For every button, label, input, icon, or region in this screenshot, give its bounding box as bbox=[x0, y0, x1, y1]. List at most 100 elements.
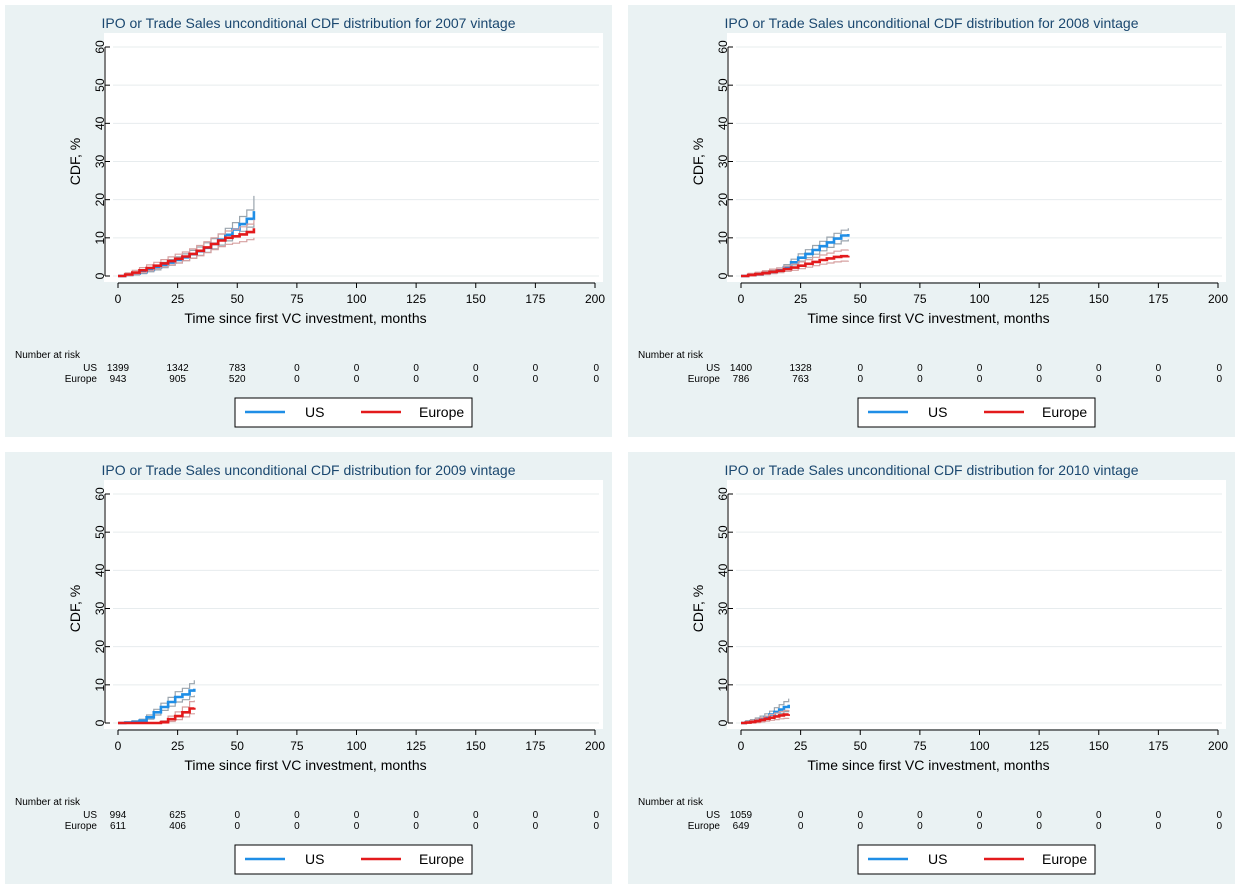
x-tick-label: 125 bbox=[1029, 292, 1049, 306]
risk-value: 0 bbox=[354, 810, 360, 821]
risk-row-label: Europe bbox=[688, 821, 721, 832]
risk-row-label: US bbox=[706, 810, 720, 821]
risk-row-label: Europe bbox=[65, 374, 98, 385]
x-axis-label: Time since first VC investment, months bbox=[184, 757, 426, 773]
risk-value: 0 bbox=[533, 374, 539, 385]
risk-value: 0 bbox=[1096, 810, 1102, 821]
risk-value: 0 bbox=[1156, 810, 1162, 821]
y-tick-label: 40 bbox=[93, 563, 107, 577]
x-tick-label: 75 bbox=[913, 292, 927, 306]
chart-svg: IPO or Trade Sales unconditional CDF dis… bbox=[15, 462, 605, 875]
legend: US Europe bbox=[857, 844, 1096, 875]
risk-value: 0 bbox=[1216, 810, 1222, 821]
risk-value: 0 bbox=[1036, 374, 1042, 385]
risk-value: 0 bbox=[413, 363, 419, 374]
risk-value: 0 bbox=[593, 363, 599, 374]
y-tick-label: 60 bbox=[716, 40, 730, 54]
risk-value: 0 bbox=[354, 374, 360, 385]
x-axis-label: Time since first VC investment, months bbox=[807, 757, 1049, 773]
ci-lower-europe bbox=[118, 237, 255, 277]
y-tick-label: 30 bbox=[93, 155, 107, 169]
risk-value: 0 bbox=[593, 821, 599, 832]
x-tick-label: 150 bbox=[466, 292, 486, 306]
y-tick-label: 0 bbox=[93, 272, 107, 279]
legend: US Europe bbox=[234, 397, 473, 428]
chart-title: IPO or Trade Sales unconditional CDF dis… bbox=[724, 15, 1138, 31]
x-tick-label: 50 bbox=[854, 739, 868, 753]
risk-value: 0 bbox=[1216, 821, 1222, 832]
chart-title: IPO or Trade Sales unconditional CDF dis… bbox=[724, 462, 1138, 478]
x-tick-label: 125 bbox=[406, 292, 426, 306]
y-tick-label: 0 bbox=[716, 719, 730, 726]
risk-value: 0 bbox=[593, 374, 599, 385]
risk-value: 0 bbox=[1096, 821, 1102, 832]
plot-area bbox=[727, 480, 1226, 729]
y-tick-label: 30 bbox=[716, 602, 730, 616]
risk-value: 783 bbox=[229, 363, 246, 374]
plot-area bbox=[727, 33, 1226, 282]
risk-value: 0 bbox=[234, 821, 240, 832]
risk-value: 763 bbox=[792, 374, 809, 385]
chart-svg: IPO or Trade Sales unconditional CDF dis… bbox=[15, 15, 605, 428]
x-axis-label: Time since first VC investment, months bbox=[184, 310, 426, 326]
x-tick-label: 200 bbox=[1208, 292, 1228, 306]
x-tick-label: 0 bbox=[115, 292, 122, 306]
x-tick-label: 150 bbox=[1089, 739, 1109, 753]
x-tick-label: 200 bbox=[1208, 739, 1228, 753]
risk-value: 520 bbox=[229, 374, 246, 385]
risk-value: 1328 bbox=[790, 363, 813, 374]
legend-label-us: US bbox=[305, 851, 324, 867]
risk-row-label: US bbox=[83, 810, 97, 821]
risk-value: 994 bbox=[110, 810, 127, 821]
y-tick-label: 20 bbox=[93, 640, 107, 654]
risk-value: 0 bbox=[354, 363, 360, 374]
y-tick-label: 20 bbox=[716, 640, 730, 654]
x-tick-label: 25 bbox=[794, 292, 808, 306]
y-tick-label: 40 bbox=[716, 563, 730, 577]
y-tick-label: 60 bbox=[716, 487, 730, 501]
series-line-europe bbox=[118, 707, 196, 725]
chart-svg: IPO or Trade Sales unconditional CDF dis… bbox=[638, 462, 1228, 875]
risk-value: 1399 bbox=[107, 363, 130, 374]
risk-value: 0 bbox=[977, 363, 983, 374]
risk-value: 0 bbox=[294, 363, 300, 374]
x-tick-label: 50 bbox=[231, 292, 245, 306]
y-tick-label: 20 bbox=[716, 193, 730, 207]
legend-label-europe: Europe bbox=[1042, 851, 1087, 867]
y-axis-label: CDF, % bbox=[67, 138, 83, 185]
x-tick-label: 125 bbox=[1029, 739, 1049, 753]
risk-value: 0 bbox=[294, 810, 300, 821]
risk-value: 0 bbox=[917, 374, 923, 385]
risk-value: 0 bbox=[1156, 363, 1162, 374]
x-tick-label: 25 bbox=[794, 739, 808, 753]
chart-panel-1: IPO or Trade Sales unconditional CDF dis… bbox=[5, 5, 612, 437]
x-tick-label: 175 bbox=[1148, 292, 1168, 306]
y-tick-label: 20 bbox=[93, 193, 107, 207]
risk-row-label: Europe bbox=[688, 374, 721, 385]
legend-label-europe: Europe bbox=[1042, 404, 1087, 420]
risk-value: 0 bbox=[533, 363, 539, 374]
y-axis-label: CDF, % bbox=[67, 585, 83, 632]
risk-value: 0 bbox=[473, 363, 479, 374]
legend-label-us: US bbox=[928, 851, 947, 867]
chart-panel-2: IPO or Trade Sales unconditional CDF dis… bbox=[628, 5, 1235, 437]
legend-label-europe: Europe bbox=[419, 851, 464, 867]
risk-value: 649 bbox=[733, 821, 750, 832]
x-tick-label: 100 bbox=[346, 292, 366, 306]
risk-value: 1400 bbox=[730, 363, 753, 374]
x-tick-label: 75 bbox=[290, 739, 304, 753]
risk-row-label: US bbox=[83, 363, 97, 374]
risk-value: 1059 bbox=[730, 810, 753, 821]
x-tick-label: 50 bbox=[854, 292, 868, 306]
y-tick-label: 10 bbox=[716, 678, 730, 692]
risk-value: 0 bbox=[294, 821, 300, 832]
x-tick-label: 100 bbox=[969, 292, 989, 306]
x-axis-label: Time since first VC investment, months bbox=[807, 310, 1049, 326]
risk-value: 0 bbox=[917, 363, 923, 374]
x-tick-label: 0 bbox=[738, 739, 745, 753]
y-tick-label: 60 bbox=[93, 487, 107, 501]
risk-value: 0 bbox=[413, 821, 419, 832]
plot-area bbox=[104, 480, 603, 729]
risk-value: 0 bbox=[1156, 374, 1162, 385]
